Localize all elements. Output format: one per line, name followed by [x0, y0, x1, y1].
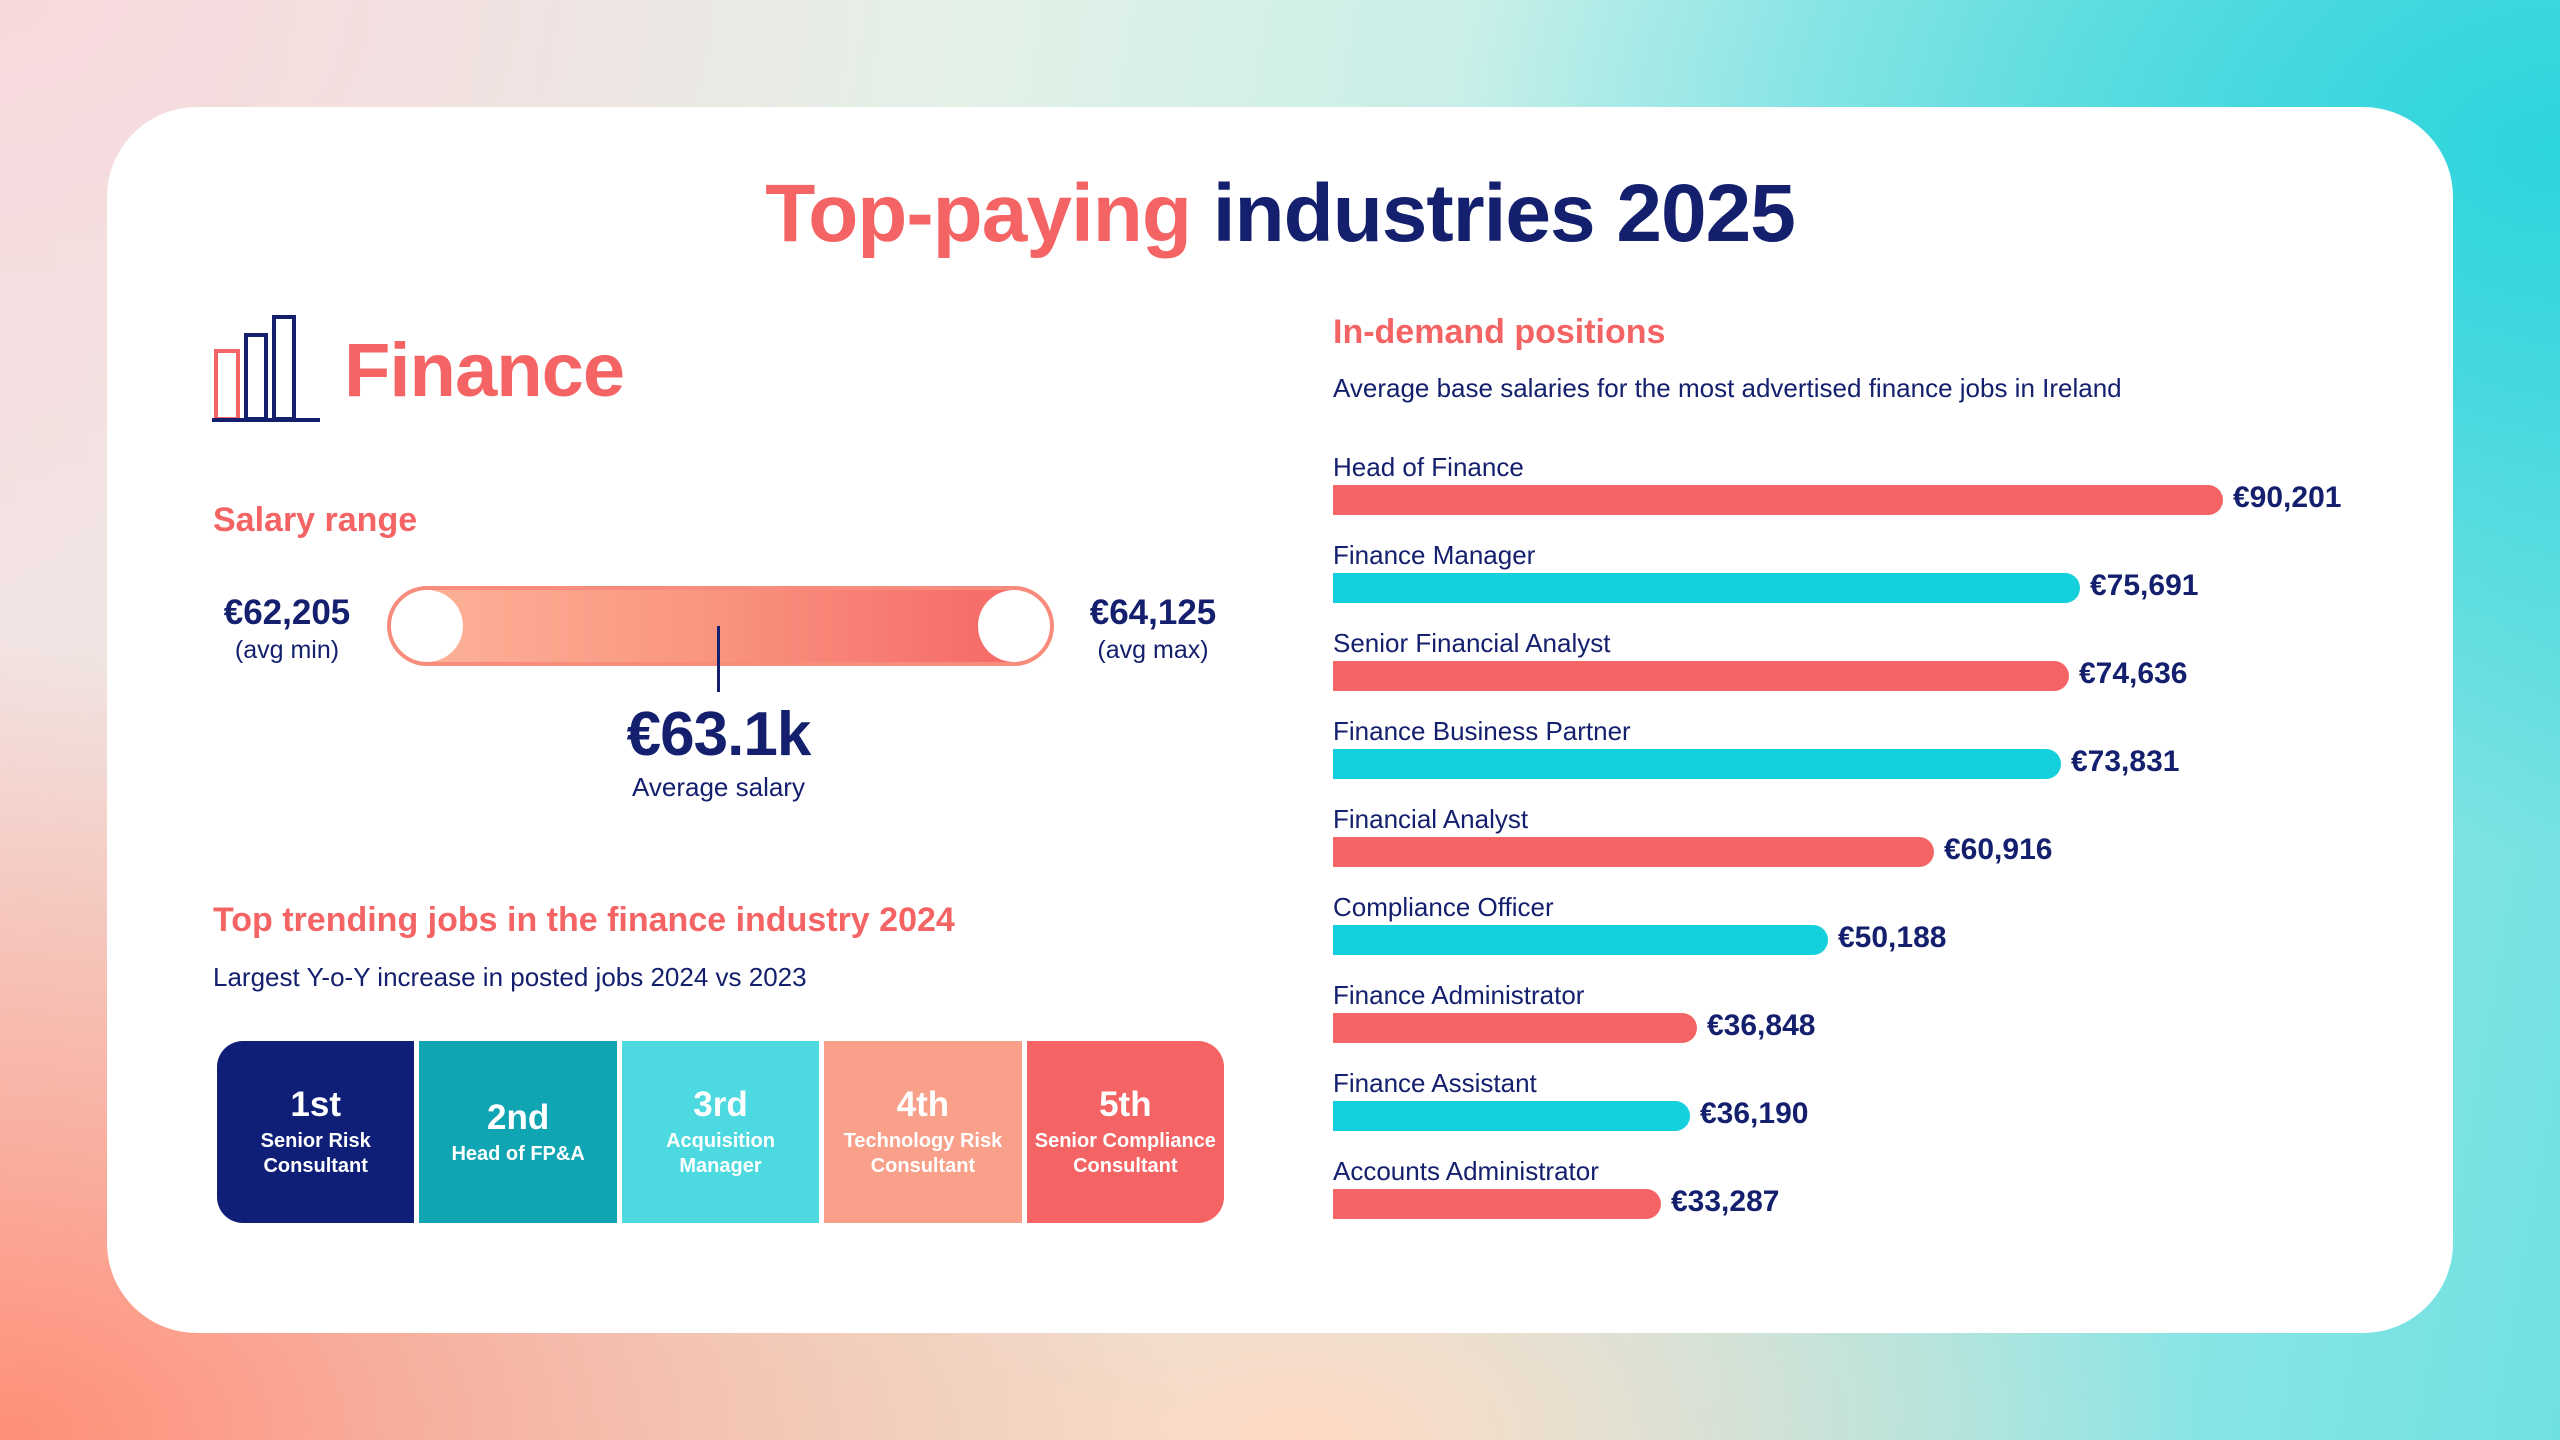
average-salary-label: Average salary	[632, 772, 805, 802]
bar-value-label: €74,636	[2079, 657, 2188, 690]
industry-name: Finance	[344, 328, 625, 413]
trending-rank: 5th	[1099, 1085, 1152, 1124]
title-highlight: Top-paying	[765, 168, 1192, 259]
bar-row: Head of Finance €90,201	[1333, 452, 2373, 532]
positions-subheading: Average base salaries for the most adver…	[1333, 373, 2122, 403]
bar-category-label: Financial Analyst	[1333, 804, 1529, 834]
range-max: €64,125 (avg max)	[1073, 593, 1233, 665]
bar-value-label: €50,188	[1838, 921, 1947, 954]
trending-job-4: 4th Technology Risk Consultant	[824, 1041, 1022, 1223]
title-rest: industries 2025	[1212, 168, 1796, 259]
range-min-label: (avg min)	[234, 636, 340, 664]
range-max-label: (avg max)	[1097, 636, 1209, 664]
average-marker	[717, 626, 720, 692]
trending-rank: 1st	[290, 1085, 341, 1124]
range-min: €62,205 (avg min)	[217, 593, 357, 665]
bar-value-label: €60,916	[1944, 833, 2053, 866]
salary-range-heading: Salary range	[213, 501, 418, 539]
bar	[1333, 661, 2069, 691]
bar-row: Finance Administrator €36,848	[1333, 980, 2373, 1060]
trending-job-3: 3rd Acquisition Manager	[621, 1041, 820, 1223]
bar	[1333, 837, 1934, 867]
positions-bar-chart: Head of Finance €90,201 Finance Manager €75…	[1333, 452, 2373, 1322]
trending-jobs-row: 1st Senior Risk Consultant 2nd Head of FP&A…	[217, 1041, 1224, 1223]
trending-job-5: 5th Senior Compliance Consultant	[1026, 1041, 1224, 1223]
bar	[1333, 925, 1828, 955]
bar-value-label: €36,848	[1707, 1009, 1816, 1042]
trending-job-2: 2nd Head of FP&A	[419, 1041, 617, 1223]
bar-category-label: Finance Business Partner	[1333, 716, 1631, 746]
bar	[1333, 573, 2080, 603]
range-min-value: €62,205	[223, 593, 351, 632]
trending-job-title: Technology Risk Consultant	[843, 1130, 1003, 1177]
bar-value-label: €90,201	[2233, 481, 2342, 514]
average-salary-value: €63.1k	[626, 700, 812, 769]
bar-row: Accounts Administrator €33,287	[1333, 1156, 2373, 1236]
trending-job-title: Senior Risk Consultant	[260, 1130, 371, 1177]
average-salary: €63.1k Average salary	[587, 699, 850, 803]
range-max-value: €64,125	[1089, 593, 1217, 632]
trending-job-title: Senior Compliance Consultant	[1034, 1130, 1216, 1177]
bar-category-label: Head of Finance	[1333, 452, 1524, 482]
bar	[1333, 749, 2061, 779]
bar-value-label: €75,691	[2090, 569, 2199, 602]
bar-row: Finance Business Partner €73,831	[1333, 716, 2373, 796]
bar-value-label: €36,190	[1700, 1097, 1809, 1130]
main-card: Top-paying industries 2025 Finance Salar…	[107, 107, 2453, 1333]
trending-rank: 3rd	[693, 1085, 748, 1124]
range-min-knob	[391, 590, 463, 662]
bar-category-label: Finance Assistant	[1333, 1068, 1537, 1098]
trending-job-title: Head of FP&A	[451, 1142, 585, 1165]
bar-category-label: Accounts Administrator	[1333, 1156, 1599, 1186]
bar-row: Compliance Officer €50,188	[1333, 892, 2373, 972]
bar	[1333, 1101, 1690, 1131]
trending-heading: Top trending jobs in the finance industr…	[213, 901, 955, 939]
bar-row: Finance Assistant €36,190	[1333, 1068, 2373, 1148]
positions-heading: In-demand positions	[1333, 313, 1666, 351]
trending-job-1: 1st Senior Risk Consultant	[217, 1041, 415, 1223]
bar	[1333, 1013, 1697, 1043]
trending-subheading: Largest Y-o-Y increase in posted jobs 20…	[213, 962, 807, 992]
trending-rank: 4th	[896, 1085, 950, 1124]
trending-rank: 2nd	[486, 1097, 550, 1137]
bar-chart-icon	[212, 315, 320, 422]
bar	[1333, 485, 2223, 515]
bar-category-label: Finance Administrator	[1333, 980, 1585, 1010]
bar-value-label: €73,831	[2071, 745, 2180, 778]
bar-row: Senior Financial Analyst €74,636	[1333, 628, 2373, 708]
bar-category-label: Compliance Officer	[1333, 892, 1554, 922]
bar-row: Finance Manager €75,691	[1333, 540, 2373, 620]
bar-row: Financial Analyst €60,916	[1333, 804, 2373, 884]
bar-category-label: Finance Manager	[1333, 540, 1536, 570]
bar-category-label: Senior Financial Analyst	[1333, 628, 1611, 658]
page-title: Top-paying industries 2025	[107, 167, 2453, 261]
salary-range-track	[387, 586, 1054, 666]
bar-value-label: €33,287	[1671, 1185, 1780, 1218]
range-max-knob	[978, 590, 1050, 662]
bar	[1333, 1189, 1661, 1219]
trending-job-title: Acquisition Manager	[666, 1130, 775, 1177]
